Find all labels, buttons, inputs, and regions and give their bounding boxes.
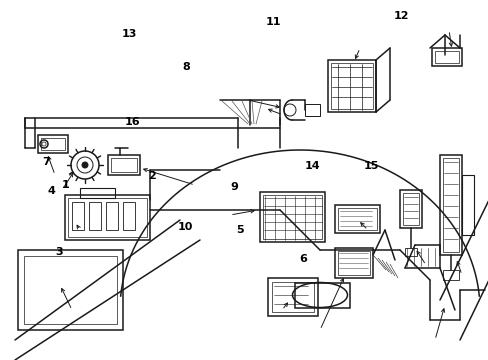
Text: 3: 3 (55, 247, 62, 257)
Bar (442, 158, 458, 252)
Text: 9: 9 (230, 182, 238, 192)
Bar (65, 195, 150, 240)
Text: 8: 8 (182, 62, 189, 72)
Bar (334, 205, 379, 233)
Bar (334, 248, 372, 278)
Text: 7: 7 (42, 157, 50, 167)
Bar (89, 202, 101, 230)
Text: 12: 12 (392, 11, 408, 21)
Text: 11: 11 (265, 17, 281, 27)
Text: 14: 14 (305, 161, 320, 171)
Bar (80, 188, 115, 198)
Bar (271, 282, 313, 312)
Bar (305, 104, 319, 116)
Bar (41, 138, 65, 150)
Text: 2: 2 (147, 171, 155, 181)
Bar (442, 270, 458, 280)
Bar (38, 135, 68, 153)
Bar (337, 208, 376, 230)
Bar (68, 198, 147, 237)
Text: 6: 6 (299, 254, 306, 264)
Text: 10: 10 (178, 222, 193, 232)
Text: 15: 15 (363, 161, 379, 171)
Bar (431, 48, 461, 66)
Bar (106, 202, 118, 230)
Text: 1: 1 (62, 180, 70, 190)
Bar (267, 278, 317, 316)
Bar (263, 195, 321, 239)
Bar (111, 158, 137, 172)
Text: 5: 5 (235, 225, 243, 235)
Bar (24, 256, 117, 324)
Bar (461, 175, 473, 235)
Bar (108, 155, 140, 175)
Text: 4: 4 (47, 186, 55, 196)
Bar (123, 202, 135, 230)
Bar (327, 60, 375, 112)
Bar (402, 193, 418, 225)
Bar (399, 190, 421, 228)
Bar (18, 250, 123, 330)
Bar (260, 192, 325, 242)
Bar (294, 283, 349, 308)
Bar (404, 248, 416, 256)
Bar (434, 51, 458, 63)
Bar (439, 155, 461, 255)
Bar (337, 251, 369, 275)
Bar (72, 202, 84, 230)
Circle shape (82, 162, 88, 168)
Text: 13: 13 (122, 29, 137, 39)
Bar (330, 63, 372, 109)
Text: 16: 16 (124, 117, 140, 127)
